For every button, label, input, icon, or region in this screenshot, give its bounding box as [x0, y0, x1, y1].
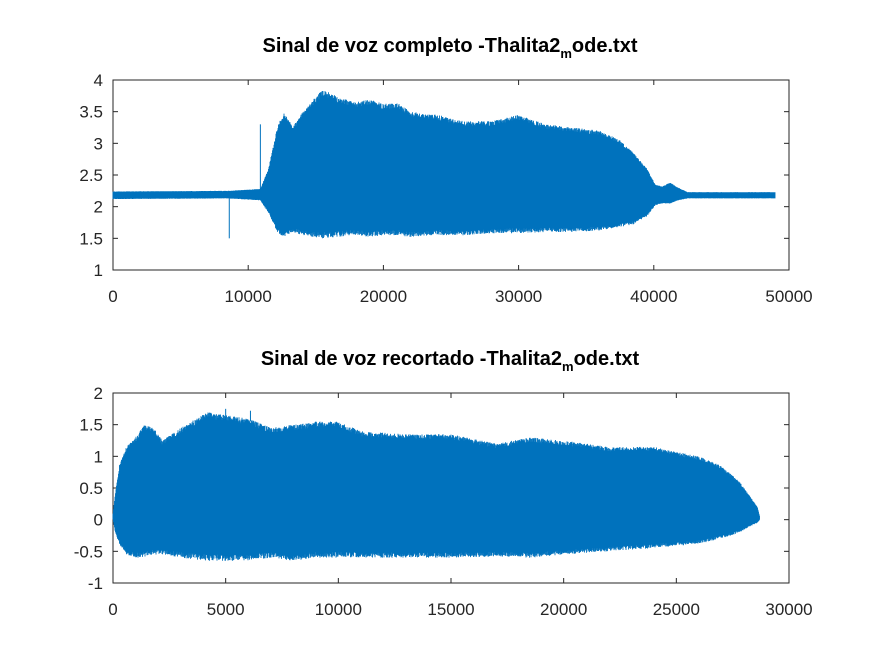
x-tick-label: 30000: [765, 600, 812, 619]
x-tick-label: 30000: [495, 287, 542, 306]
chart-top-plot-area: 0 10000 20000 30000 40000 50000 1 1.5 2 2.5 3 3.5 4: [79, 71, 812, 306]
y-tick-label: 1.5: [79, 416, 103, 435]
y-tick-label: 1: [94, 261, 103, 280]
chart-bottom-title-subscript: m: [562, 359, 574, 374]
chart-top-title-suffix: ode.txt: [572, 35, 638, 57]
chart-bottom-title-suffix: ode.txt: [574, 348, 640, 370]
x-tick-label: 10000: [315, 600, 362, 619]
x-tick-label: 40000: [630, 287, 677, 306]
chart-top-title-main: Sinal de voz completo -Thalita2: [263, 35, 561, 57]
x-tick-label: 50000: [765, 287, 812, 306]
x-tick-label: 15000: [427, 600, 474, 619]
y-tick-label: 0: [94, 511, 103, 530]
x-tick-label: 20000: [360, 287, 407, 306]
y-tick-label: 2: [94, 198, 103, 217]
x-tick-label: 10000: [225, 287, 272, 306]
chart-top: Sinal de voz completo -Thalita2mode.txt …: [79, 35, 812, 306]
y-tick-label: 4: [94, 71, 103, 90]
signal-waveform: [112, 91, 776, 239]
y-tick-label: 1.5: [79, 229, 103, 248]
y-tick-label: -0.5: [74, 542, 103, 561]
x-tick-label: 0: [108, 287, 117, 306]
x-tick-label: 5000: [207, 600, 245, 619]
y-tick-label: 0.5: [79, 479, 103, 498]
chart-top-title-subscript: m: [560, 46, 572, 61]
x-tick-label: 25000: [653, 600, 700, 619]
x-tick-label: 0: [108, 600, 117, 619]
y-tick-label: 3.5: [79, 103, 103, 122]
x-tick-label: 20000: [540, 600, 587, 619]
chart-top-title: Sinal de voz completo -Thalita2mode.txt: [263, 35, 638, 61]
signal-waveform: [112, 412, 760, 561]
chart-bottom-title: Sinal de voz recortado -Thalita2mode.txt: [261, 348, 640, 374]
chart-bottom-title-main: Sinal de voz recortado -Thalita2: [261, 348, 562, 370]
chart-bottom-plot-area: 0 5000 10000 15000 20000 25000 30000 -1 -0.5 0 0.5…: [74, 384, 813, 619]
y-tick-label: 1: [94, 447, 103, 466]
y-tick-label: 2: [94, 384, 103, 403]
y-tick-label: 2.5: [79, 166, 103, 185]
chart-bottom: Sinal de voz recortado -Thalita2mode.txt…: [74, 348, 813, 619]
y-tick-label: -1: [88, 574, 103, 593]
y-tick-label: 3: [94, 134, 103, 153]
